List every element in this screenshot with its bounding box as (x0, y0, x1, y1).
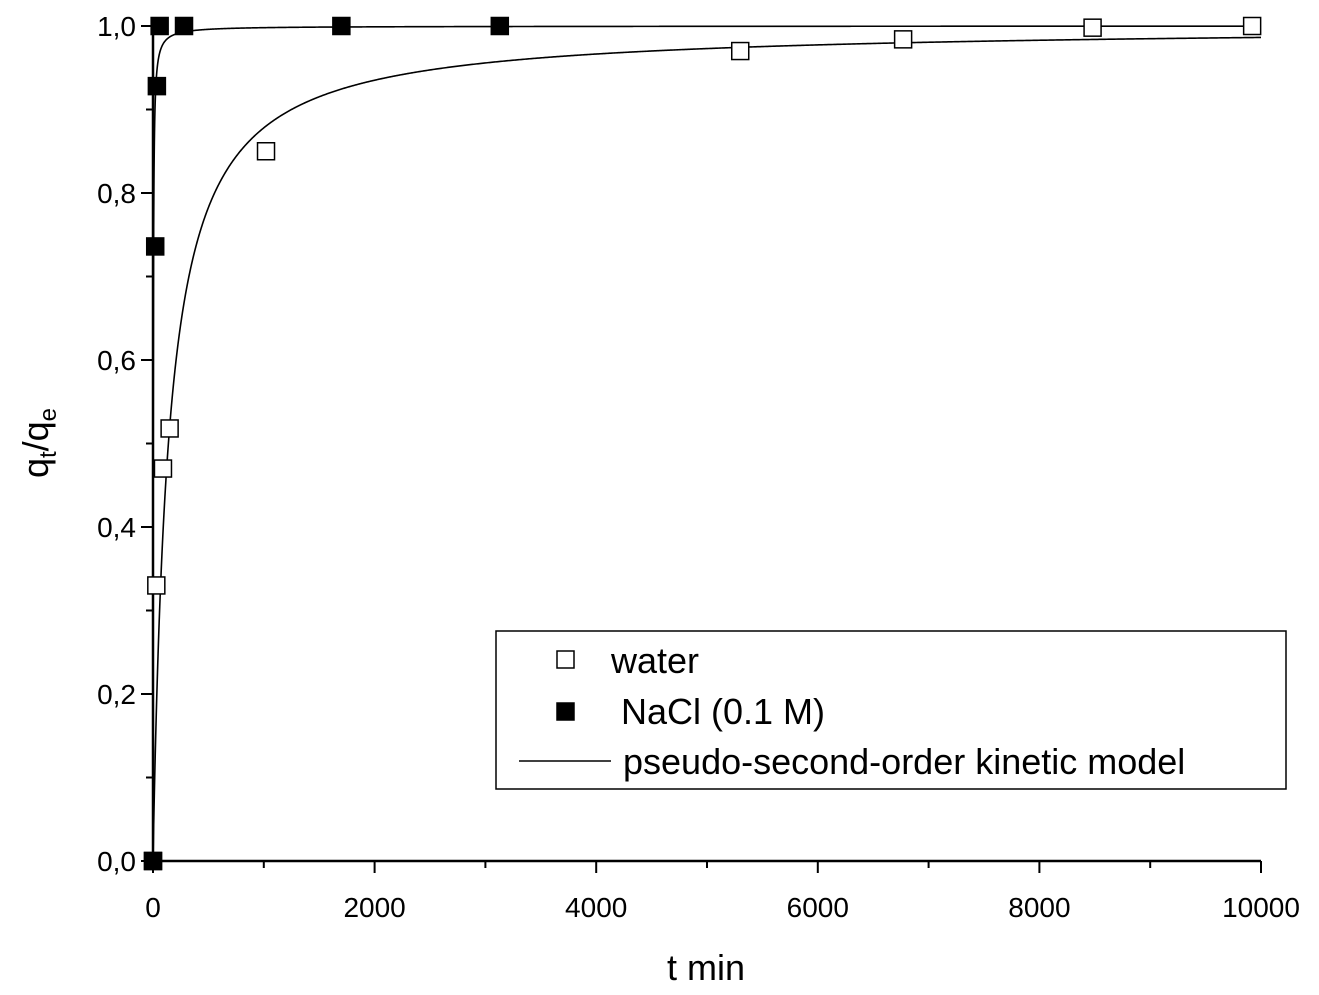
point-water (153, 459, 173, 478)
point-nacl-0-1-m (490, 16, 510, 36)
data-points (143, 16, 1262, 871)
y-tick-label: 1,0 (97, 11, 136, 42)
legend-label-water: water (610, 640, 699, 681)
point-water (1242, 16, 1262, 36)
point-nacl-0-1-m (147, 76, 167, 96)
legend: water NaCl (0.1 M) pseudo-second-order k… (495, 630, 1287, 790)
x-axis-label: t min (667, 947, 745, 988)
point-water (160, 419, 179, 438)
x-tick-label: 0 (145, 892, 161, 923)
y-tick-label: 0,0 (97, 846, 136, 877)
y-tick-label: 0,6 (97, 345, 136, 376)
point-nacl-0-1-m (143, 851, 163, 871)
y-tick-label: 0,8 (97, 178, 136, 209)
x-tick-label: 4000 (565, 892, 627, 923)
point-water (256, 142, 276, 161)
y-tick-label: 0,2 (97, 679, 136, 710)
point-nacl-0-1-m (332, 16, 351, 36)
y-axis-label-slash: /q (15, 421, 56, 451)
point-water (1083, 18, 1102, 37)
x-tick-label: 2000 (343, 892, 405, 923)
legend-box (495, 630, 1287, 790)
point-water (730, 41, 750, 61)
legend-label-nacl: NaCl (0.1 M) (611, 691, 825, 732)
point-nacl-0-1-m (150, 16, 169, 36)
point-nacl-0-1-m (145, 237, 165, 256)
y-axis-label: qt/qe (15, 408, 62, 478)
point-water (147, 576, 166, 595)
legend-marker-nacl (556, 702, 575, 721)
axes-layer: 0 2000 4000 6000 8000 10000 0,0 0,2 0,4 0,6 0,8 1,0 (97, 11, 1300, 923)
x-tick-label: 8000 (1008, 892, 1070, 923)
legend-marker-water (556, 650, 575, 669)
y-axis-label-main: q (15, 458, 56, 478)
y-axis-label-sub1: t (35, 451, 62, 458)
y-tick-label: 0,4 (97, 512, 136, 543)
x-tick-label: 6000 (787, 892, 849, 923)
x-tick-label: 10000 (1222, 892, 1300, 923)
legend-label-model: pseudo-second-order kinetic model (623, 741, 1185, 782)
fit-curve-nacl-0-1-m (152, 25, 1261, 861)
y-axis-label-sub2: e (35, 408, 62, 421)
point-water (893, 30, 913, 49)
point-nacl-0-1-m (174, 16, 194, 36)
axis-labels: t min qt/qe (15, 408, 745, 988)
